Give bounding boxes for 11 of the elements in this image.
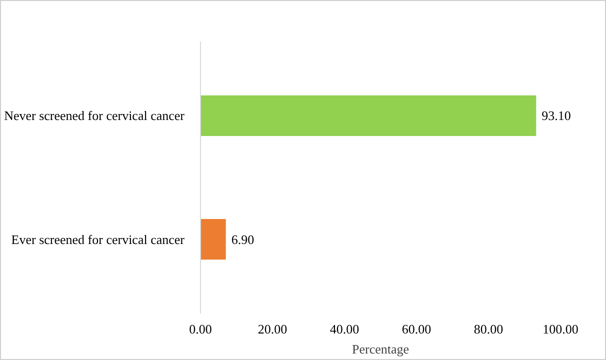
x-tick-label: 0.00 [189, 322, 212, 336]
y-tick-label: Never screened for cervical cancer [4, 108, 186, 124]
x-tick-label: 60.00 [402, 322, 432, 336]
data-label: 93.10 [542, 108, 571, 124]
x-tick-label: 20.00 [258, 322, 288, 336]
y-tick-label: Ever screened for cervical cancer [11, 232, 186, 247]
x-axis-title: Percentage [352, 342, 410, 356]
x-tick-label: 80.00 [474, 322, 504, 336]
x-tick-label: 100.00 [542, 322, 578, 336]
x-tick-label: 40.00 [330, 322, 360, 336]
data-label: 6.90 [231, 232, 254, 247]
